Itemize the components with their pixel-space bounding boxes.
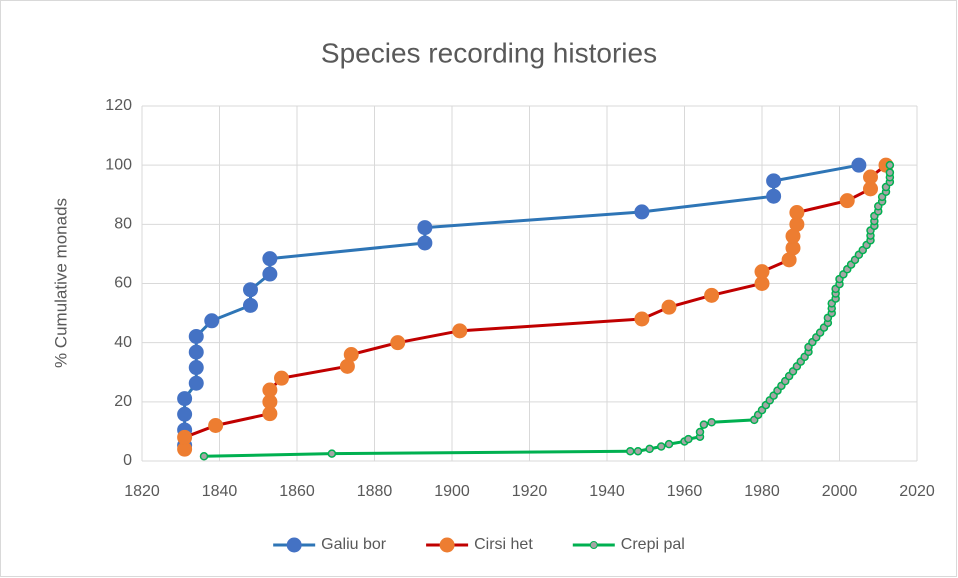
y-tick-label: 60 — [114, 275, 132, 292]
y-tick-label: 80 — [114, 216, 132, 233]
data-point — [707, 417, 716, 427]
data-point — [327, 449, 337, 458]
data-point — [789, 205, 805, 220]
data-point — [243, 282, 258, 298]
y-axis-label: % Cumulative monads — [51, 198, 70, 368]
y-tick-label: 100 — [105, 156, 132, 173]
data-point — [634, 311, 650, 327]
data-point — [626, 446, 635, 456]
data-point — [657, 442, 666, 451]
data-point — [274, 370, 289, 386]
x-tick-label: 1820 — [124, 483, 160, 500]
data-point — [452, 323, 468, 339]
legend-marker — [286, 537, 302, 553]
data-point — [684, 434, 693, 444]
data-point — [754, 264, 770, 280]
x-tick-label: 1900 — [434, 483, 470, 500]
x-tick-label: 1920 — [512, 483, 548, 500]
data-point — [839, 193, 855, 209]
y-tick-label: 40 — [114, 334, 132, 351]
data-point — [177, 429, 193, 445]
x-tick-label: 1940 — [589, 483, 625, 500]
y-tick-label: 20 — [114, 393, 132, 410]
data-point — [390, 335, 406, 351]
x-tick-label: 2020 — [899, 483, 935, 500]
data-point — [704, 287, 720, 303]
data-point — [188, 344, 204, 360]
y-tick-label: 0 — [123, 452, 132, 469]
data-point — [851, 157, 867, 173]
x-tick-label: 1980 — [744, 483, 780, 500]
data-point — [204, 313, 220, 329]
data-point — [699, 420, 709, 429]
data-point — [645, 444, 654, 454]
data-point — [633, 446, 643, 456]
data-point — [243, 297, 258, 313]
data-point — [885, 160, 895, 170]
x-tick-label: 1960 — [667, 483, 703, 500]
legend-marker — [589, 541, 598, 549]
data-point — [885, 168, 895, 177]
x-tick-label: 1880 — [357, 483, 393, 500]
data-point — [208, 418, 224, 433]
x-tick-label: 2000 — [822, 483, 858, 500]
data-point — [188, 360, 204, 376]
data-point — [664, 439, 674, 449]
data-point — [634, 204, 650, 220]
data-point — [661, 299, 677, 315]
data-point — [262, 382, 278, 398]
data-point — [262, 266, 278, 282]
x-tick-label: 1860 — [279, 483, 315, 500]
data-point — [177, 391, 193, 407]
y-tick-label: 120 — [105, 97, 132, 114]
data-point — [177, 406, 193, 422]
legend-label: Cirsi het — [474, 536, 533, 553]
data-point — [766, 173, 782, 189]
legend-marker — [439, 537, 455, 553]
data-point — [695, 427, 705, 437]
data-point — [343, 347, 359, 362]
x-tick-label: 1840 — [202, 483, 238, 500]
legend-label: Galiu bor — [321, 536, 387, 553]
data-point — [188, 328, 204, 344]
data-point — [417, 220, 433, 236]
data-point — [199, 452, 209, 461]
legend-label: Crepi pal — [621, 536, 685, 553]
data-point — [188, 375, 204, 391]
data-point — [863, 169, 878, 185]
chart-title: Species recording histories — [321, 37, 657, 68]
data-point — [262, 251, 278, 267]
data-point — [417, 235, 433, 251]
data-point — [766, 188, 782, 204]
